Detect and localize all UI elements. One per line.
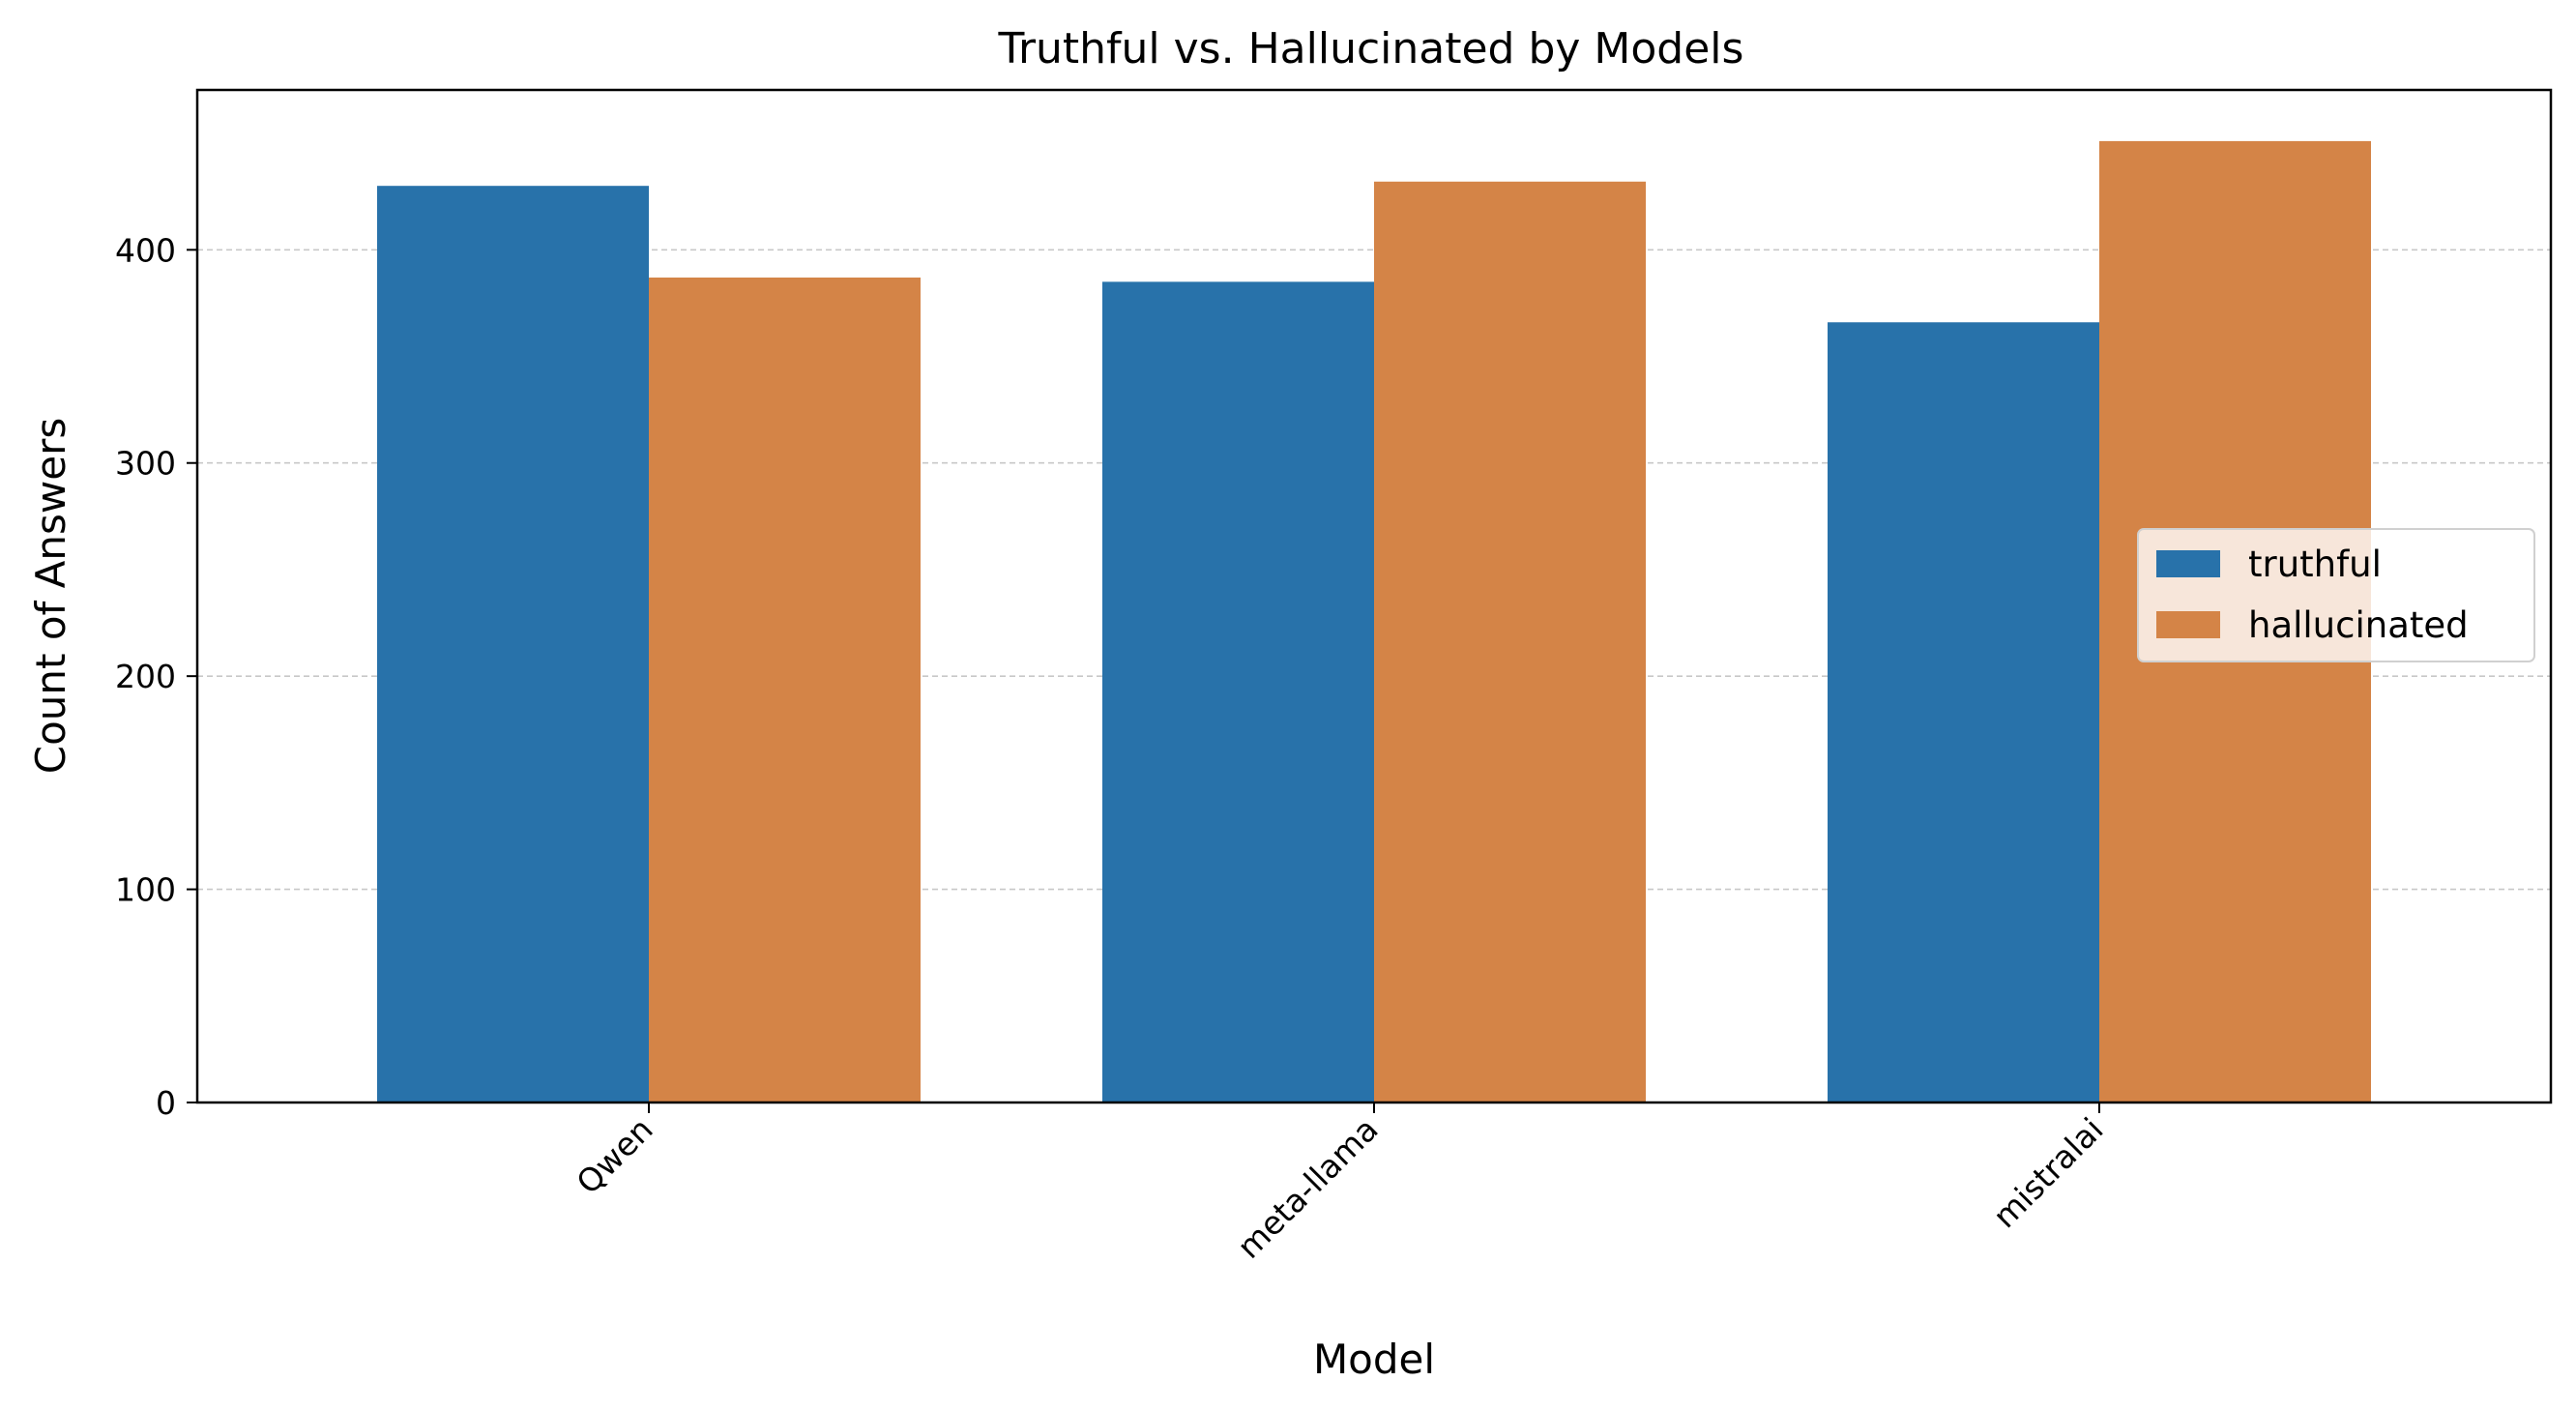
legend-label-truthful: truthful: [2248, 544, 2382, 585]
y-tick-label: 300: [115, 445, 176, 483]
y-tick-label: 200: [115, 658, 176, 695]
chart-title: Truthful vs. Hallucinated by Models: [998, 24, 1744, 73]
bar-truthful-meta-llama: [1102, 281, 1374, 1103]
bar-hallucinated-meta-llama: [1374, 181, 1646, 1102]
x-tick-label: mistralai: [1985, 1110, 2110, 1235]
y-tick-label: 400: [115, 231, 176, 269]
x-axis-title: Model: [1313, 1336, 1435, 1383]
x-tick-label: meta-llama: [1230, 1110, 1386, 1266]
y-axis-title: Count of Answers: [27, 418, 74, 774]
legend-swatch-truthful: [2156, 550, 2220, 577]
y-tick-label: 0: [156, 1084, 176, 1122]
legend-label-hallucinated: hallucinated: [2248, 604, 2469, 646]
legend: truthful hallucinated: [2137, 528, 2535, 662]
bar-truthful-mistralai: [1828, 322, 2099, 1103]
bars: [377, 140, 2371, 1103]
y-axis: 0 100 200 300 400: [115, 231, 197, 1122]
x-axis: Qwen meta-llama mistralai: [569, 1102, 2111, 1266]
legend-box: [2137, 528, 2535, 662]
bar-truthful-Qwen: [377, 186, 649, 1103]
bar-hallucinated-Qwen: [649, 277, 921, 1102]
legend-swatch-hallucinated: [2156, 611, 2220, 638]
y-tick-label: 100: [115, 871, 176, 909]
x-tick-label: Qwen: [569, 1110, 659, 1201]
